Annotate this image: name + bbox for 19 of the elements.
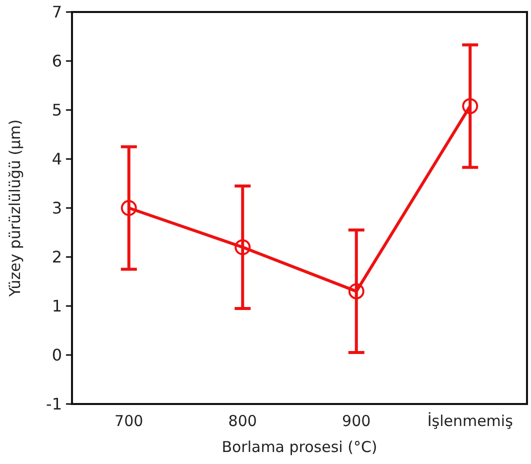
y-tick-label: 2 — [52, 248, 62, 267]
point — [348, 283, 364, 300]
y-tick-label: 5 — [52, 100, 62, 120]
y-tick-label: -1 — [46, 394, 62, 414]
y-tick-label: 4 — [52, 150, 62, 169]
y-tick-label: 7 — [52, 2, 62, 22]
x-tick-label: 800 — [228, 412, 257, 430]
x-tick-label: 900 — [342, 412, 371, 430]
point — [462, 98, 478, 114]
point — [234, 239, 251, 256]
x-axis-title: Borlama prosesi (°C) — [222, 438, 378, 456]
y-axis-title: Yüzey pürüzlülüğü (µm) — [6, 119, 24, 298]
y-tick-label: 0 — [52, 346, 62, 365]
y-tick-label: 3 — [52, 198, 62, 218]
x-tick-label: İşlenmemiş — [427, 412, 514, 430]
point — [120, 200, 137, 216]
y-tick-label: 6 — [52, 52, 62, 71]
x-tick-label: 700 — [114, 412, 144, 430]
y-tick-label: 1 — [52, 296, 62, 316]
